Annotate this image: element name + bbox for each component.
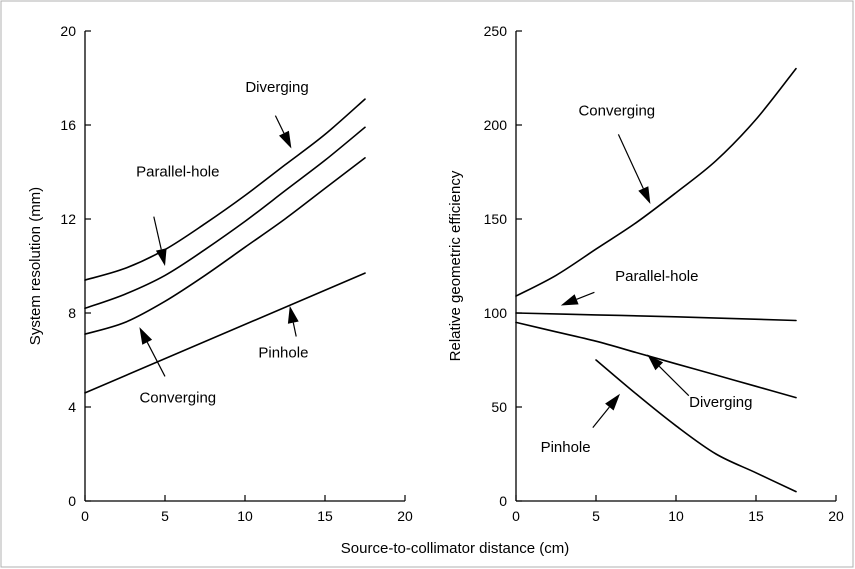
right-y-axis-title: Relative geometric efficiency — [447, 170, 464, 361]
right-x-tick-label: 20 — [828, 508, 844, 524]
left-annotation-pinhole-label: Pinhole — [258, 345, 308, 362]
left-annotation-diverging-arrow-shaft — [274, 115, 285, 134]
right-series-parallel-hole-line — [515, 312, 797, 322]
left-x-tick-label: 20 — [397, 508, 413, 524]
left-annotation-diverging-label: Diverging — [245, 79, 308, 96]
right-annotation-converging-arrow-shaft — [617, 134, 644, 189]
right-annotation-parallel-hole-arrow-shaft — [576, 291, 595, 300]
left-x-tick-label: 0 — [81, 508, 89, 524]
efficiency-chart: Relative geometric efficiency 0 5 10 15 2005… — [447, 23, 844, 524]
right-series-converging-line — [515, 67, 797, 297]
right-y-tick-label: 100 — [484, 305, 508, 321]
left-annotation-parallel-hole-label: Parallel-hole — [136, 164, 219, 181]
right-y-tick-label: 200 — [484, 117, 508, 133]
right-y-tick-label: 150 — [484, 211, 508, 227]
left-series-parallel-hole-line — [84, 126, 366, 310]
left-annotation-converging-arrow-shaft — [146, 341, 166, 377]
right-annotation-diverging-label: Diverging — [689, 394, 752, 411]
left-y-axis-title: System resolution (mm) — [27, 187, 44, 345]
left-annotation-parallel-hole-arrow-shaft — [153, 216, 162, 250]
left-annotation-converging-arrow-head — [139, 327, 153, 345]
right-annotation-pinhole-label: Pinhole — [541, 439, 591, 456]
right-x-tick-label: 10 — [668, 508, 684, 524]
right-y-tick-label: 0 — [499, 493, 507, 509]
right-x-tick-label: 0 — [512, 508, 520, 524]
left-y-tick-label: 0 — [68, 493, 76, 509]
resolution-chart: System resolution (mm) 0 5 10 15 20 0 4 8 12 16 20… — [27, 23, 413, 524]
shared-x-axis-title: Source-to-collimator distance (cm) — [341, 540, 569, 557]
right-x-tick-label: 5 — [592, 508, 600, 524]
right-annotation-parallel-hole-arrow-head — [560, 294, 579, 306]
left-annotation-diverging-arrow-head — [279, 130, 292, 149]
right-series-diverging-line — [515, 321, 797, 399]
right-annotation-pinhole-arrow-shaft — [592, 406, 610, 429]
left-x-tick-label: 5 — [161, 508, 169, 524]
left-y-tick-label: 12 — [60, 211, 76, 227]
right-annotation-diverging-arrow-shaft — [658, 365, 690, 397]
right-x-tick-label: 15 — [748, 508, 764, 524]
left-series-pinhole-line — [84, 272, 366, 394]
left-series-converging-line — [84, 157, 366, 335]
right-annotation-diverging-arrow-head — [647, 354, 664, 371]
left-x-tick-label: 15 — [317, 508, 333, 524]
left-series-diverging-line — [84, 98, 366, 281]
right-series-pinhole-line — [595, 359, 797, 493]
left-y-tick-label: 16 — [60, 117, 76, 133]
left-y-tick-label: 20 — [60, 23, 76, 39]
right-annotation-parallel-hole-label: Parallel-hole — [615, 268, 698, 285]
right-y-tick-label: 250 — [484, 23, 508, 39]
left-annotation-pinhole-arrow-shaft — [292, 322, 297, 337]
left-y-tick-label: 4 — [68, 399, 76, 415]
left-annotation-parallel-hole-arrow-head — [155, 248, 167, 266]
left-x-tick-label: 10 — [237, 508, 253, 524]
left-annotation-pinhole-arrow-head — [287, 305, 299, 324]
right-y-tick-label: 50 — [491, 399, 507, 415]
right-annotation-converging-label: Converging — [578, 103, 655, 120]
right-annotation-pinhole-arrow-head — [605, 393, 620, 411]
left-y-tick-label: 8 — [68, 305, 76, 321]
right-annotation-converging-arrow-head — [638, 186, 651, 204]
left-annotation-converging-label: Converging — [139, 389, 216, 406]
